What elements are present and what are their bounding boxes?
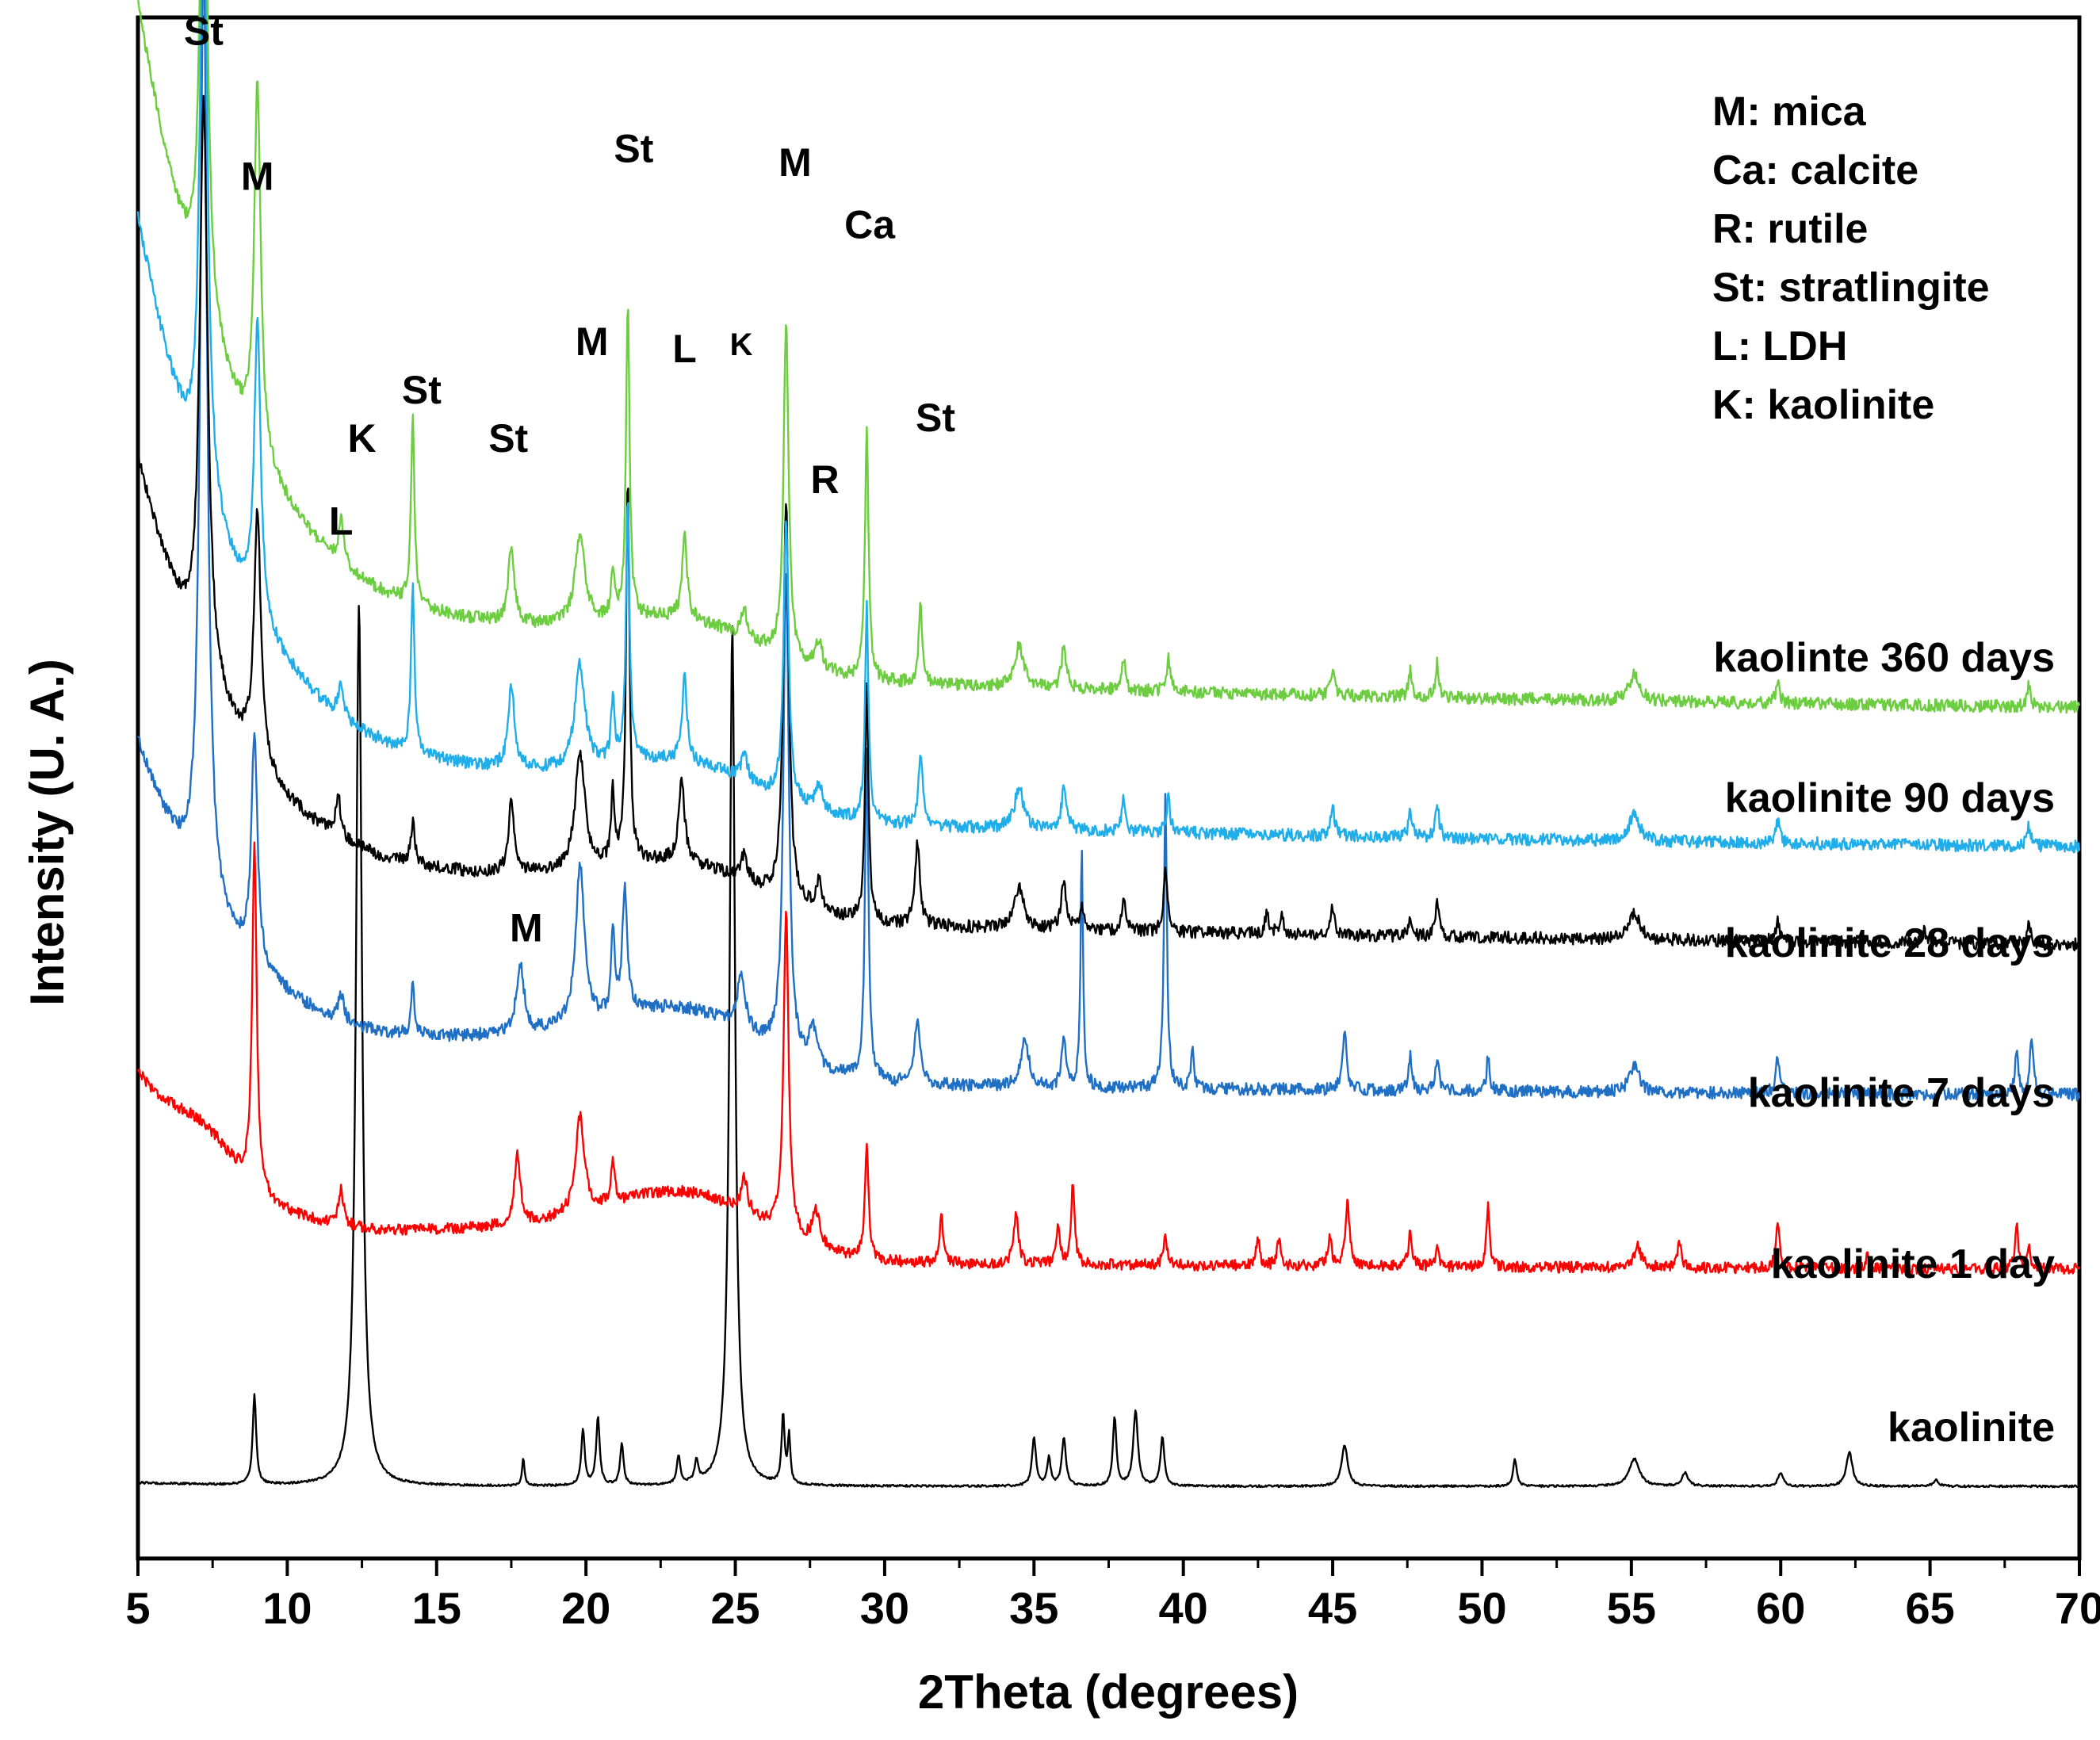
x-tick-label: 40: [1159, 1583, 1208, 1633]
series-label: kaolinte 360 days: [1713, 635, 2055, 681]
peak-label: Ca: [844, 202, 896, 247]
series-line-3: [137, 94, 2080, 952]
legend-entry: K: kaolinite: [1712, 382, 1934, 428]
peak-label: St: [402, 368, 442, 412]
series-line-4: [136, 0, 2081, 854]
series-line-0: [137, 605, 2080, 1489]
x-axis-ticks: 5 10 15 20 25 30 35 40 45 50 55 60 65 70: [125, 1558, 2100, 1633]
peak-label: St: [916, 396, 955, 440]
peak-label: K: [348, 416, 377, 461]
x-tick-label: 25: [710, 1583, 759, 1633]
x-tick-label: 35: [1009, 1583, 1058, 1633]
peak-label: M: [510, 906, 543, 950]
legend-entry: Ca: calcite: [1712, 147, 1918, 193]
series-line-1: [136, 841, 2081, 1275]
x-tick-label: 10: [262, 1583, 312, 1633]
peak-label: M: [576, 319, 609, 364]
series-line-2: [137, 0, 2081, 1102]
x-tick-label: 50: [1457, 1583, 1506, 1633]
x-tick-label: 5: [125, 1583, 150, 1633]
x-tick-label: 45: [1308, 1583, 1357, 1633]
x-tick-label: 30: [860, 1583, 909, 1633]
peak-label: L: [672, 327, 697, 371]
series-label: kaolinite 90 days: [1725, 775, 2055, 821]
x-tick-label: 65: [1905, 1583, 1954, 1633]
series-line-5: [137, 0, 2081, 714]
x-tick-label: 60: [1756, 1583, 1805, 1633]
peak-label: K: [730, 327, 753, 362]
legend-entry: R: rutile: [1712, 206, 1868, 252]
series-labels: kaolinite kaolinite 1 day kaolinite 7 days…: [1713, 635, 2055, 1451]
peak-label: R: [811, 457, 840, 502]
legend-entry: St: stratlingite: [1712, 265, 1990, 311]
legend: M: mica Ca: calcite R: rutile St: stratling…: [1712, 89, 1990, 428]
x-axis-label: 2Theta (degrees): [918, 1665, 1299, 1719]
y-axis-label: Intensity (U. A.): [21, 659, 74, 1006]
peak-label: St: [184, 10, 224, 54]
legend-entry: L: LDH: [1712, 323, 1847, 369]
peak-label: M: [778, 140, 812, 185]
series-layer: [136, 0, 2081, 1489]
legend-entry: M: mica: [1712, 89, 1867, 135]
peak-label: M: [241, 154, 274, 198]
series-label: kaolinite: [1888, 1405, 2055, 1451]
peak-label: St: [488, 416, 528, 461]
x-tick-label: 55: [1607, 1583, 1656, 1633]
series-label: kaolinite 7 days: [1748, 1070, 2055, 1116]
peak-label: L: [329, 499, 354, 543]
series-label: kaolinite 28 days: [1725, 920, 2055, 966]
series-label: kaolinite 1 day: [1771, 1241, 2055, 1287]
x-tick-label: 20: [561, 1583, 610, 1633]
x-tick-label: 15: [412, 1583, 461, 1633]
peak-label: St: [614, 127, 653, 171]
x-tick-label: 70: [2055, 1583, 2100, 1633]
